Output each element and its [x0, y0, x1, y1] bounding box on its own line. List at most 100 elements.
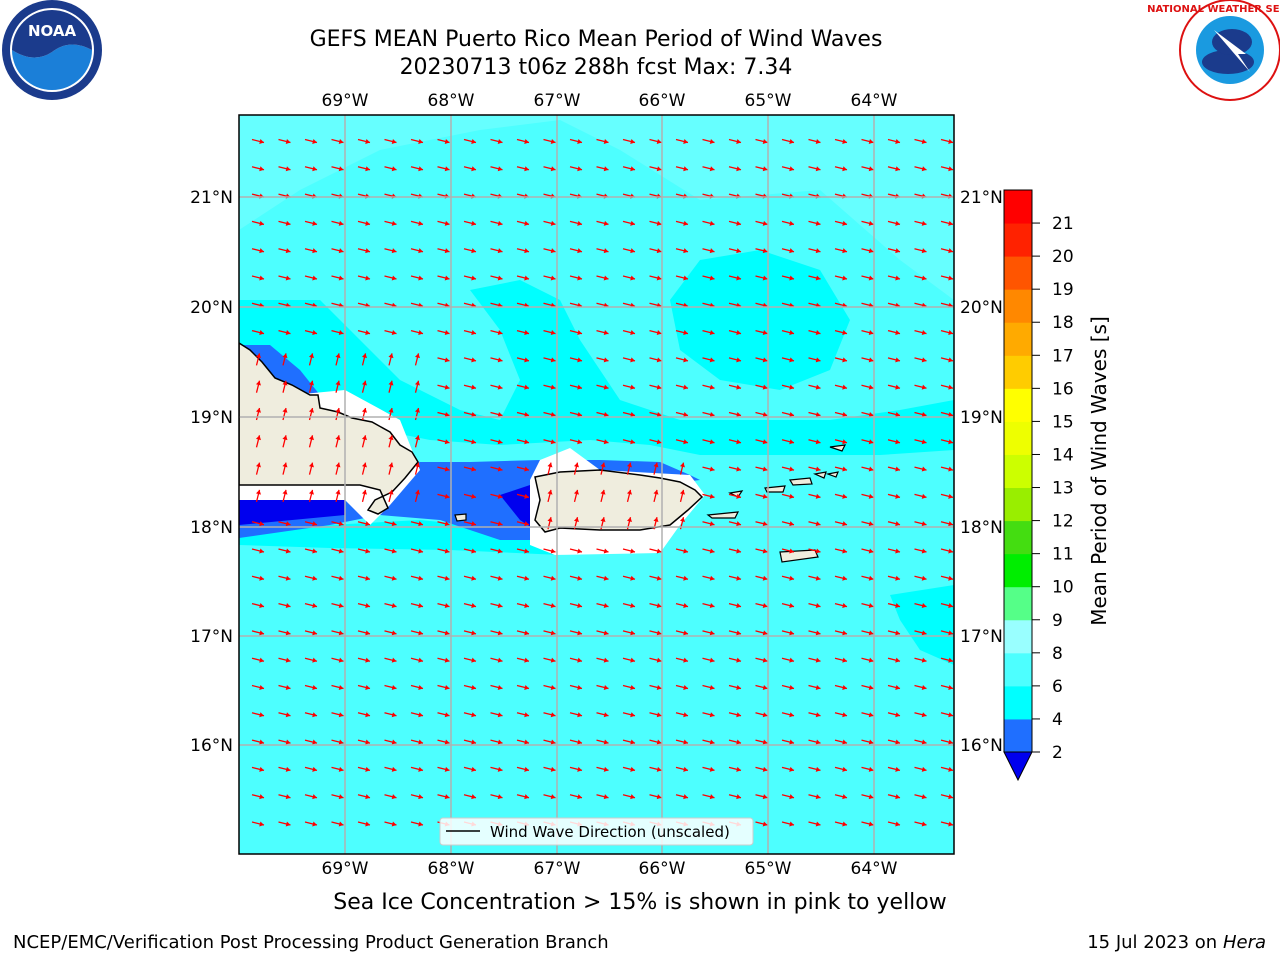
wind-wave-arrowhead [789, 575, 794, 581]
wind-wave-arrowhead [736, 220, 741, 226]
lat-label: 17°N [960, 627, 1003, 647]
wind-wave-arrowhead [259, 821, 264, 827]
wind-wave-arrowhead [895, 712, 900, 718]
wind-wave-arrowhead [762, 739, 768, 745]
wind-wave-arrowhead [709, 712, 715, 718]
wind-wave-arrowhead [497, 794, 503, 800]
wind-wave-arrowhead [815, 548, 821, 554]
wind-wave-arrowhead [815, 712, 821, 718]
lon-label: 67°W [534, 91, 581, 111]
wind-wave-arrowhead [577, 220, 582, 226]
wind-wave-arrowhead [418, 821, 423, 827]
wind-wave-arrowhead [762, 630, 768, 636]
wind-wave-arrowhead [471, 630, 476, 636]
wind-wave-arrows [251, 138, 954, 827]
wind-wave-arrowhead [365, 248, 370, 254]
wind-wave-arrowhead [868, 275, 874, 281]
wind-wave-arrowhead [868, 357, 874, 363]
wind-wave-arrowhead [709, 439, 715, 445]
wind-wave-arrowhead [683, 357, 688, 363]
wind-wave-arrowhead [868, 166, 874, 172]
wind-wave-arrowhead [285, 166, 291, 172]
colorbar-cell [1004, 487, 1032, 522]
lat-label: 19°N [190, 408, 233, 428]
wind-wave-arrowhead [418, 248, 423, 254]
wind-wave-arrowhead [789, 712, 794, 718]
wind-wave-arrowhead [338, 821, 344, 827]
wind-wave-arrowhead [709, 548, 715, 554]
wind-wave-arrowhead [444, 384, 450, 390]
wind-wave-arrowhead [524, 439, 529, 445]
wind-wave-arrowhead [361, 462, 367, 468]
wind-wave-arrowhead [308, 408, 314, 413]
wind-wave-arrowhead [497, 439, 503, 445]
wind-wave-arrowhead [868, 766, 874, 772]
ocean-fill-4-6-east [890, 585, 954, 665]
wind-wave-arrowhead [789, 657, 794, 663]
wind-wave-arrowhead [868, 684, 874, 690]
wind-wave-arrowhead [391, 766, 397, 772]
wind-wave-arrowhead [603, 603, 609, 609]
wind-wave-arrowhead [471, 166, 476, 172]
wind-wave-arrowhead [550, 766, 556, 772]
footer-credit: NCEP/EMC/Verification Post Processing Pr… [13, 932, 609, 953]
wind-wave-arrowhead [815, 248, 821, 254]
wind-wave-arrowhead [921, 657, 927, 663]
wind-wave-arrowhead [921, 357, 927, 363]
wind-wave-arrowhead [285, 603, 291, 609]
wind-wave-arrowhead [259, 712, 264, 718]
wind-wave-arrowhead [815, 220, 821, 226]
wind-wave-arrowhead [603, 248, 609, 254]
wind-wave-arrowhead [603, 766, 609, 772]
wind-wave-arrowhead [391, 657, 397, 663]
wind-wave-arrowhead [789, 275, 794, 281]
wind-wave-arrowhead [338, 684, 344, 690]
wind-wave-arrowhead [497, 766, 503, 772]
colorbar-tick-label: 12 [1052, 512, 1074, 532]
lat-label: 16°N [960, 736, 1003, 756]
wind-wave-arrowhead [683, 248, 688, 254]
wind-wave-arrowhead [285, 248, 291, 254]
wind-wave-arrowhead [391, 794, 397, 800]
lat-label: 20°N [960, 298, 1003, 318]
wind-wave-arrowhead [285, 575, 291, 581]
wind-wave-arrowhead [948, 630, 953, 636]
wind-wave-arrowhead [709, 521, 715, 527]
wind-wave-arrowhead [948, 330, 953, 336]
wind-wave-arrowhead [338, 630, 344, 636]
lon-label: 69°W [322, 91, 369, 111]
wind-wave-arrowhead [736, 275, 741, 281]
wind-wave-arrowhead [391, 138, 397, 144]
wind-wave-arrowhead [282, 462, 288, 468]
colorbar-cell [1004, 619, 1032, 654]
wind-wave-arrowhead [524, 766, 529, 772]
wind-wave-arrowhead [285, 657, 291, 663]
wind-wave-arrowhead [603, 275, 609, 281]
colorbar-cells [1004, 190, 1032, 753]
wind-wave-arrowhead [444, 766, 450, 772]
wind-wave-arrowhead [255, 408, 261, 413]
wind-wave-arrowhead [815, 138, 821, 144]
wind-wave-arrowhead [497, 712, 503, 718]
wind-wave-arrowhead [656, 630, 662, 636]
wind-wave-arrowhead [709, 575, 715, 581]
wind-wave-arrowhead [524, 138, 529, 144]
wind-wave-arrowhead [736, 166, 741, 172]
wind-wave-arrowhead [948, 493, 953, 499]
wind-wave-arrowhead [600, 517, 606, 522]
wind-wave-arrowhead [471, 411, 476, 417]
wind-wave-arrowhead [365, 575, 370, 581]
map-frame [238, 114, 955, 855]
wind-wave-arrowhead [656, 739, 662, 745]
wind-wave-arrowhead [338, 603, 344, 609]
wind-wave-arrowhead [762, 548, 768, 554]
wind-wave-arrowhead [391, 630, 397, 636]
wind-wave-arrowhead [365, 766, 370, 772]
wind-wave-arrowhead [497, 384, 503, 390]
wind-wave-arrowhead [868, 739, 874, 745]
wind-wave-arrowhead [842, 794, 847, 800]
wind-wave-arrowhead [577, 739, 582, 745]
colorbar-tick-label: 13 [1052, 479, 1074, 499]
puerto-rico-land [534, 469, 704, 533]
wind-wave-arrowhead [815, 657, 821, 663]
